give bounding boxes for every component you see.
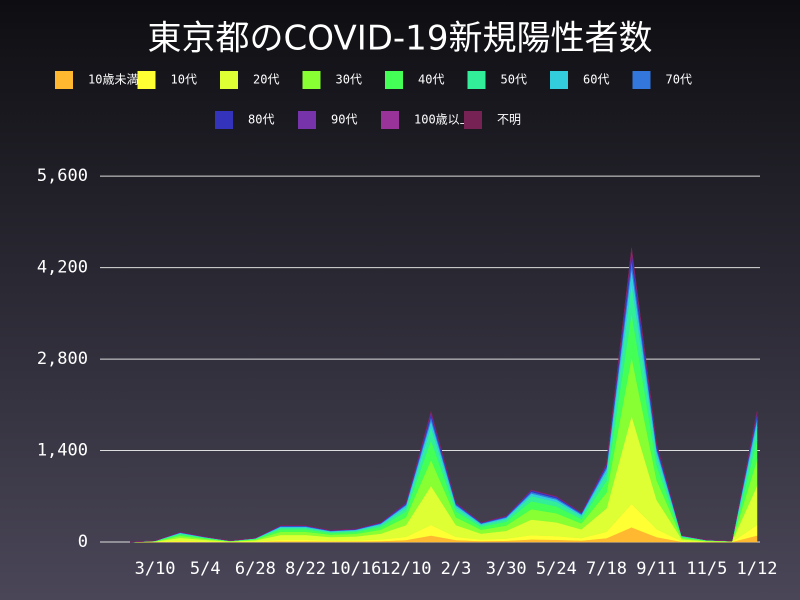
legend-label: 30代 xyxy=(336,73,362,87)
legend-swatch xyxy=(298,111,316,129)
legend-swatch xyxy=(381,111,399,129)
x-tick-label: 8/22 xyxy=(285,559,326,579)
legend-label: 10歳未満 xyxy=(88,73,138,87)
x-tick-label: 10/16 xyxy=(330,559,381,579)
legend-swatch xyxy=(137,71,156,89)
y-tick-label: 1,400 xyxy=(37,441,88,461)
legend-label: 70代 xyxy=(666,73,692,87)
legend-label: 40代 xyxy=(418,73,444,87)
legend-label: 20代 xyxy=(253,73,279,87)
x-tick-label: 9/11 xyxy=(636,559,677,579)
y-tick-label: 4,200 xyxy=(37,258,88,278)
legend-label: 50代 xyxy=(501,73,527,87)
legend-swatch xyxy=(385,71,403,89)
y-tick-label: 5,600 xyxy=(37,166,88,186)
x-tick-label: 12/10 xyxy=(380,559,431,579)
x-tick-label: 5/4 xyxy=(190,559,221,579)
legend-label: 10代 xyxy=(171,73,197,87)
legend-swatch xyxy=(467,71,486,89)
x-tick-label: 3/10 xyxy=(135,559,176,579)
legend-swatch xyxy=(55,71,73,89)
y-tick-label: 2,800 xyxy=(37,349,88,369)
x-tick-label: 6/28 xyxy=(235,559,276,579)
x-tick-label: 5/24 xyxy=(536,559,577,579)
legend-swatch xyxy=(215,111,233,129)
legend-swatch xyxy=(464,111,482,129)
legend-label: 80代 xyxy=(248,113,274,127)
x-tick-label: 7/18 xyxy=(586,559,627,579)
legend-swatch xyxy=(550,71,568,89)
x-tick-label: 1/12 xyxy=(737,559,778,579)
legend-label: 90代 xyxy=(331,113,357,127)
legend-label: 100歳以上 xyxy=(414,113,472,127)
legend-label: 不明 xyxy=(497,113,521,127)
x-tick-label: 11/5 xyxy=(686,559,727,579)
legend-label: 60代 xyxy=(583,73,609,87)
area xyxy=(129,247,758,543)
legend-swatch xyxy=(220,71,238,89)
y-tick-label: 0 xyxy=(78,532,88,552)
x-tick-label: 3/30 xyxy=(486,559,527,579)
legend-swatch xyxy=(302,71,321,89)
legend-swatch xyxy=(632,71,651,89)
x-tick-label: 2/3 xyxy=(441,559,472,579)
chart-title: 東京都のCOVID-19新規陽性者数 xyxy=(148,19,653,59)
